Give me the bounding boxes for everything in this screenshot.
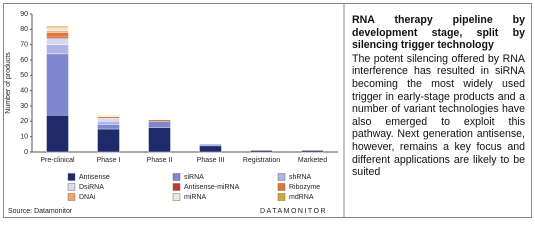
legend-swatch [67, 193, 76, 201]
legend-swatch [172, 173, 181, 181]
x-tick-label: Phase II [147, 157, 173, 164]
bar-segment [46, 114, 69, 153]
legend-label: DNAi [79, 194, 96, 201]
bar-segment [46, 27, 69, 32]
panel-body: The potent silencing offered by RNA inte… [352, 52, 525, 179]
y-tick-label: 50 [20, 72, 28, 79]
text-panel: RNA therapy pipeline by development stag… [352, 14, 525, 179]
x-tick-label: Pre-clinical [40, 157, 75, 164]
bar-segment [97, 128, 120, 153]
bar-segment [46, 32, 69, 38]
bar-segment [97, 118, 120, 122]
bar-segment [46, 53, 69, 116]
y-tick-label: 0 [24, 149, 28, 156]
page: {"chart_data": {"type": "stacked-bar", "… [3, 3, 532, 218]
legend-label: DsiRNA [79, 184, 104, 191]
legend-label: miRNA [184, 194, 206, 201]
bar-segment [97, 124, 120, 130]
y-tick-label: 60 [20, 57, 28, 64]
brand: DATAMONITOR [260, 208, 327, 215]
y-tick-label: 10 [20, 134, 28, 141]
x-tick-label: Registration [243, 157, 280, 164]
x-tick-label: Phase I [97, 157, 121, 164]
bar-segment [46, 44, 69, 55]
legend-label: Antisense [79, 174, 110, 181]
bar-segment [97, 114, 120, 117]
x-tick-label: Phase III [197, 157, 225, 164]
bar-segment [97, 121, 120, 125]
y-axis-label: Number of products [5, 52, 12, 114]
y-tick-label: 20 [20, 118, 28, 125]
bar-segment [301, 150, 324, 153]
y-tick-label: 90 [20, 11, 28, 18]
bar-segment [148, 119, 171, 122]
legend-swatch [67, 183, 76, 191]
chart: Number of products Source: Datamonitor D… [3, 3, 532, 218]
bar-segment [46, 30, 69, 33]
legend-label: Ribozyme [289, 184, 320, 191]
bar-segment [46, 26, 69, 28]
legend-label: shRNA [289, 174, 312, 181]
bar-segment [148, 127, 171, 153]
legend-swatch [172, 183, 181, 191]
legend-label: mdRNA [289, 194, 314, 201]
legend-swatch [172, 193, 181, 201]
y-tick-label: 80 [20, 26, 28, 33]
legend-label: Antisense-miRNA [184, 184, 240, 191]
bar-segment [148, 121, 171, 128]
y-tick-label: 70 [20, 42, 28, 49]
bar-segment [46, 36, 69, 39]
y-tick-label: 30 [20, 103, 28, 110]
bar-segment [199, 145, 222, 153]
bar-segment [199, 144, 222, 147]
legend-swatch [67, 173, 76, 181]
x-tick-label: Marketed [298, 157, 327, 164]
source: Source: Datamonitor [8, 208, 73, 215]
bar-segment [46, 38, 69, 45]
legend-swatch [277, 173, 286, 181]
legend-swatch [277, 193, 286, 201]
legend-swatch [277, 183, 286, 191]
panel-title: RNA therapy pipeline by development stag… [352, 14, 525, 52]
y-tick-label: 40 [20, 88, 28, 95]
frame [3, 3, 532, 218]
bar-segment [250, 150, 273, 153]
bar-segment [97, 116, 120, 119]
legend-label: siRNA [184, 174, 204, 181]
